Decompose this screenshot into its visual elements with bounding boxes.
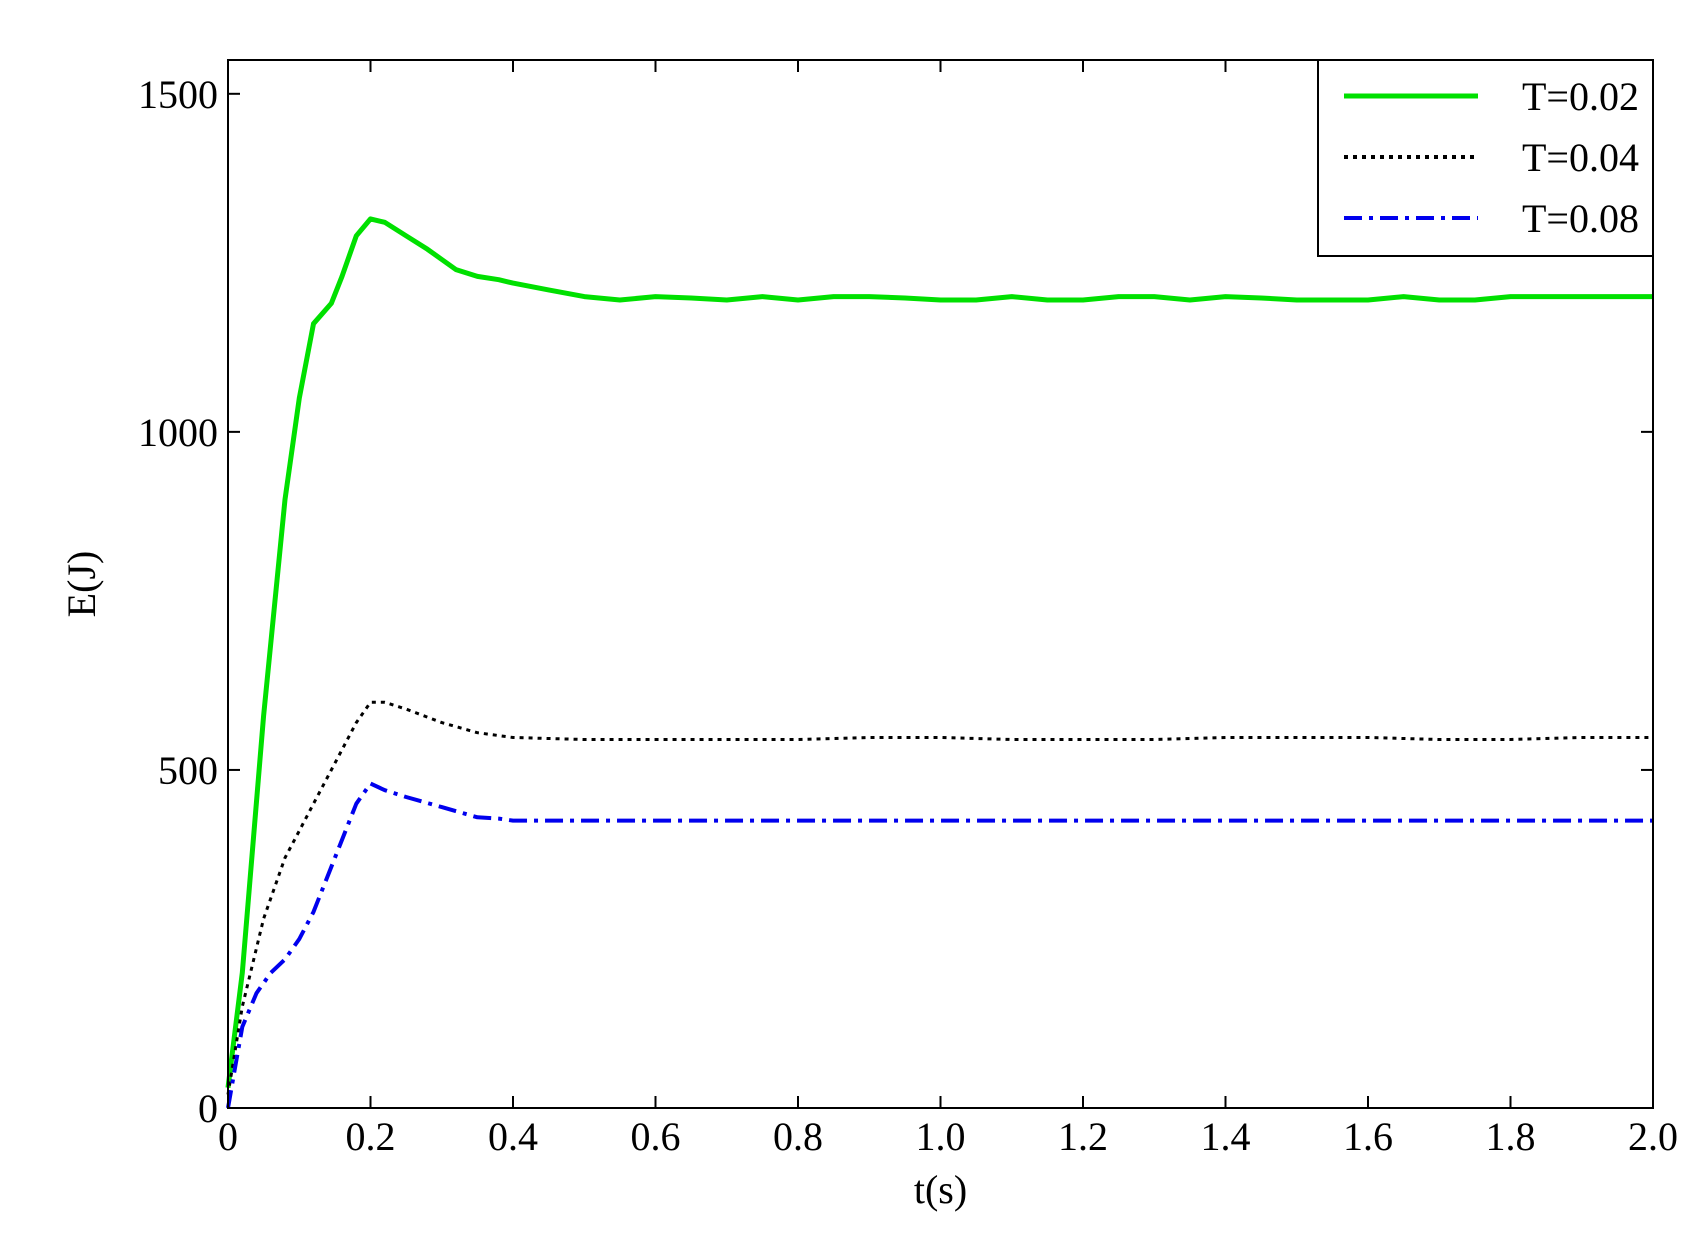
plot-frame (227, 59, 1654, 1109)
legend-label-2: T=0.04 (1522, 135, 1639, 180)
x-tick-label: 1.8 (1486, 1114, 1536, 1159)
x-tick-label: 0 (218, 1114, 238, 1159)
x-tick-label: 1.2 (1058, 1114, 1108, 1159)
series-line-1 (225, 216, 1653, 1089)
y-tick-label: 1500 (138, 72, 218, 117)
x-tick-label: 2.0 (1628, 1114, 1678, 1159)
series-line-3 (226, 781, 1653, 1109)
x-tick-label: 0.6 (631, 1114, 681, 1159)
x-tick-label: 1.6 (1343, 1114, 1393, 1159)
x-axis-label: t(s) (914, 1167, 967, 1212)
y-tick-label: 1000 (138, 410, 218, 455)
legend-label-3: T=0.08 (1522, 196, 1639, 241)
x-tick-label: 0.4 (488, 1114, 538, 1159)
y-tick-label: 500 (158, 748, 218, 793)
y-axis-label: E(J) (59, 551, 104, 618)
tick-labels-layer: 0 0.2 0.4 0.6 0.8 1.0 1.2 1.4 1.6 1.8 2.0 0 500 1000 1… (138, 72, 1678, 1159)
x-tick-label: 1.4 (1201, 1114, 1251, 1159)
x-tick-label: 1.0 (916, 1114, 966, 1159)
legend: T=0.02 T=0.04 T=0.08 (1317, 59, 1654, 257)
legend-label-1: T=0.02 (1522, 74, 1639, 119)
x-tick-label: 0.8 (773, 1114, 823, 1159)
series-layer (225, 216, 1653, 1109)
series-line-2 (226, 700, 1653, 1095)
x-tick-label: 0.2 (346, 1114, 396, 1159)
y-tick-label: 0 (198, 1086, 218, 1131)
